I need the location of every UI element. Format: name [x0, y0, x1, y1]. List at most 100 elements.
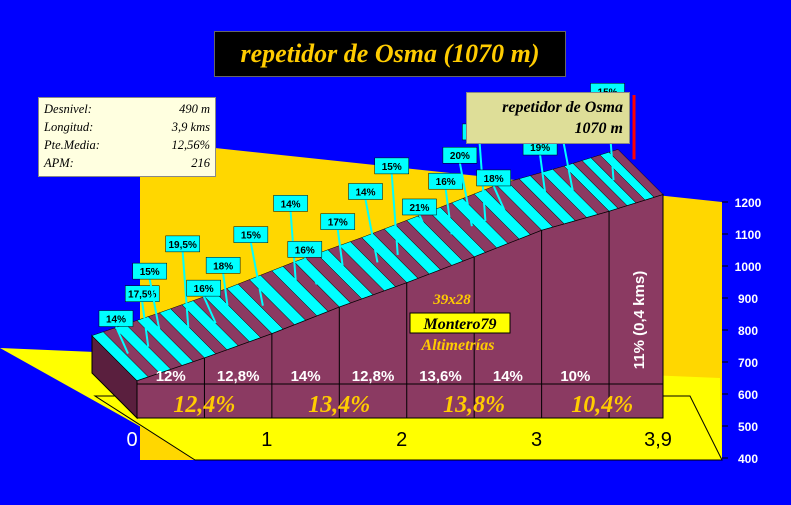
y-tick-label: 400: [738, 452, 758, 466]
y-tick-label: 1100: [735, 228, 761, 242]
segment-gradient-label: 12%: [156, 368, 186, 385]
summit-box: repetidor de Osma 1070 m: [466, 92, 630, 144]
gradient-pointer: [539, 154, 548, 201]
gradient-callout-box: [132, 262, 167, 280]
gradient-callout-label: 16%: [436, 177, 456, 188]
chart-title: repetidor de Osma (1070 m): [240, 39, 540, 68]
altitude-label: 704: [0, 0, 12, 4]
title-box: repetidor de Osma (1070 m): [214, 31, 566, 77]
gradient-callout-label: 16%: [295, 245, 315, 256]
gradient-pointer: [202, 295, 217, 324]
gradient-pointer: [364, 199, 379, 263]
stat-value: 490 m: [179, 102, 210, 116]
stat-row-desnivel: Desnivel: 490 m: [44, 100, 210, 118]
gradient-pointer: [141, 301, 150, 347]
gradient-callout-box: [233, 226, 269, 243]
gradient-pointer: [181, 251, 190, 333]
x-tick-label: 2: [396, 429, 407, 451]
x-tick-label: 0: [126, 429, 137, 451]
segment-gradient-label: 10%: [560, 368, 590, 385]
gradient-callout-box: [165, 235, 200, 253]
gradient-callout-box: [374, 157, 409, 175]
profile-top-stripe: [608, 149, 664, 198]
credit-author-box: [409, 312, 511, 334]
gradient-pointer: [492, 185, 507, 214]
y-tick-label: 1200: [735, 196, 762, 210]
credit-label: Altimetrías: [421, 337, 495, 354]
gradient-callout-box: [320, 213, 356, 230]
stat-value: 12,56%: [171, 138, 210, 152]
segment-gradient-label: 13,6%: [419, 368, 462, 385]
altitude-label: 838: [0, 0, 12, 4]
stat-value: 216: [191, 156, 210, 170]
gradient-pointer: [222, 273, 231, 319]
gradient-callout-box: [205, 257, 241, 274]
gradient-pointer: [444, 189, 453, 235]
gradient-callout-box: [476, 169, 511, 187]
km-average-label: 13,8%: [443, 392, 505, 418]
stat-label: Longitud:: [44, 120, 94, 134]
gradient-pointer: [249, 242, 264, 306]
km-average-label: 10,4%: [571, 392, 633, 418]
stat-label: Desnivel:: [44, 102, 92, 116]
y-tick-label: 900: [738, 292, 758, 306]
segment-gradient-label: 12,8%: [217, 368, 260, 385]
segment-gradient-label: 14%: [493, 368, 523, 385]
gradient-pointer: [148, 278, 163, 343]
gradient-pointer: [303, 256, 318, 285]
y-tick-label: 500: [738, 420, 758, 434]
km-average-label: 13,4%: [308, 392, 370, 418]
gradient-callout-box: [348, 183, 383, 200]
gradient-callout-label: 14%: [106, 315, 126, 326]
y-tick-label: 700: [738, 356, 758, 370]
gradient-callout-box: [98, 310, 134, 327]
gradient-callout-box: [402, 198, 437, 216]
stat-row-pendiente: Pte.Media: 12,56%: [44, 136, 210, 154]
gradient-pointer: [390, 173, 399, 255]
credit-author: Montero79: [423, 316, 497, 333]
segment-gradient-label: 11% (0,4 kms): [631, 271, 648, 369]
stat-label: Pte.Media:: [44, 138, 100, 152]
gradient-callout-box: [186, 279, 221, 297]
gradient-callout-box: [442, 146, 478, 164]
segment-gradient-label: 12,8%: [352, 368, 395, 385]
gradient-callout-label: 18%: [484, 174, 504, 185]
gradient-callout-label: 15%: [382, 162, 402, 173]
gradient-callout-label: 17,5%: [128, 290, 156, 301]
summit-altitude: 1070 m: [574, 120, 623, 137]
stat-row-longitud: Longitud: 3,9 kms: [44, 118, 210, 136]
gradient-callout-label: 15%: [241, 231, 261, 242]
y-tick-label: 600: [738, 388, 758, 402]
stat-label: APM:: [44, 156, 74, 170]
x-tick-label: 1: [261, 429, 272, 451]
altitude-label: 580: [0, 0, 12, 4]
gradient-pointer: [458, 163, 473, 227]
gradient-pointer: [115, 326, 129, 354]
gradient-callout-label: 21%: [409, 203, 429, 214]
gradient-callout-label: 16%: [194, 284, 214, 295]
gradient-pointer: [418, 214, 433, 243]
gradient-callout-label: 14%: [281, 199, 301, 210]
gradient-callout-box: [273, 195, 308, 212]
gradient-callout-label: 19,5%: [168, 240, 196, 251]
gradient-pointer: [336, 229, 345, 275]
gradient-callout-label: 17%: [328, 218, 348, 229]
gradient-callout-box: [287, 241, 323, 258]
gradient-callout-label: 18%: [213, 261, 233, 272]
gradient-callout-label: 15%: [140, 267, 160, 278]
y-tick-label: 1000: [735, 260, 762, 274]
stat-row-apm: APM: 216: [44, 154, 210, 172]
credit-code: 39x28: [432, 292, 471, 308]
summit-name: repetidor de Osma: [502, 99, 623, 116]
altitude-label: 976: [0, 0, 12, 4]
x-tick-label: 3: [531, 429, 542, 451]
segment-gradient-label: 14%: [291, 368, 321, 385]
gradient-callout-label: 19%: [530, 143, 550, 154]
y-tick-label: 800: [738, 324, 758, 338]
x-tick-label: 3,9: [644, 429, 672, 451]
gradient-callout-label: 20%: [450, 151, 470, 162]
gradient-callout-label: 14%: [355, 187, 375, 198]
stat-value: 3,9 kms: [171, 120, 210, 134]
